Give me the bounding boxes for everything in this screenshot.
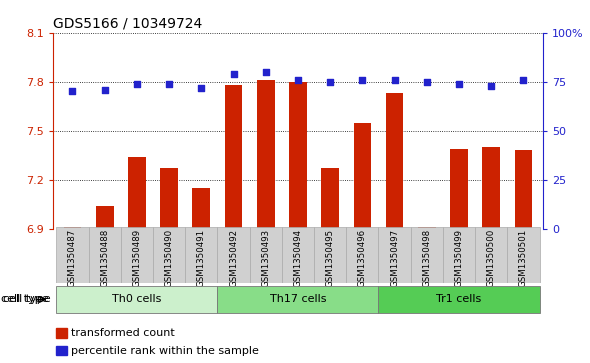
Bar [483,147,500,229]
Bar [88,227,121,283]
Text: GSM1350499: GSM1350499 [454,229,464,287]
Text: GDS5166 / 10349724: GDS5166 / 10349724 [53,16,202,30]
Bar [507,227,540,283]
Point [358,77,367,83]
Text: cell type: cell type [1,294,48,305]
Bar [55,328,67,338]
Bar [514,150,532,229]
Text: cell type: cell type [3,294,51,305]
Bar [217,227,250,283]
Bar [128,157,146,229]
Text: GSM1350495: GSM1350495 [326,229,335,287]
Text: GSM1350490: GSM1350490 [165,229,173,287]
Text: GSM1350489: GSM1350489 [132,229,142,287]
Bar [56,227,88,283]
Point [165,81,174,86]
Text: Th0 cells: Th0 cells [112,294,162,305]
Point [68,89,77,94]
Text: GSM1350501: GSM1350501 [519,229,528,287]
Text: GSM1350488: GSM1350488 [100,229,109,287]
Bar [450,149,468,229]
Bar [386,93,404,229]
Bar [443,227,475,283]
Bar [217,286,379,313]
Text: Th17 cells: Th17 cells [270,294,326,305]
Bar [185,227,217,283]
Text: percentile rank within the sample: percentile rank within the sample [71,346,258,356]
Bar [322,168,339,229]
Bar [64,227,81,229]
Text: GSM1350493: GSM1350493 [261,229,270,287]
Bar [56,286,217,313]
Bar [250,227,282,283]
Bar [282,227,314,283]
Point [132,81,142,86]
Bar [160,168,178,229]
Bar [153,227,185,283]
Bar [225,85,242,229]
Bar [192,188,210,229]
Point [422,79,431,85]
Bar [314,227,346,283]
Point [196,85,206,90]
Text: GSM1350492: GSM1350492 [229,229,238,287]
Text: Tr1 cells: Tr1 cells [437,294,481,305]
Bar [379,286,540,313]
Point [326,79,335,85]
Bar [121,227,153,283]
Point [100,87,109,93]
Text: GSM1350497: GSM1350497 [390,229,399,287]
Point [454,81,464,86]
Text: GSM1350491: GSM1350491 [197,229,206,287]
Text: transformed count: transformed count [71,328,175,338]
Point [261,69,270,75]
Bar [475,227,507,283]
Text: GSM1350500: GSM1350500 [487,229,496,287]
Bar [379,227,411,283]
Bar [418,227,435,229]
Bar [346,227,379,283]
Text: GSM1350487: GSM1350487 [68,229,77,287]
Bar [353,123,371,229]
Bar [411,227,443,283]
Point [229,71,238,77]
Text: GSM1350494: GSM1350494 [293,229,303,287]
Point [487,83,496,89]
Text: GSM1350498: GSM1350498 [422,229,431,287]
Bar [96,206,113,229]
Point [390,77,399,83]
Text: GSM1350496: GSM1350496 [358,229,367,287]
Bar [55,346,67,355]
Bar [257,80,274,229]
Point [293,77,303,83]
Point [519,77,528,83]
Bar [289,82,307,229]
